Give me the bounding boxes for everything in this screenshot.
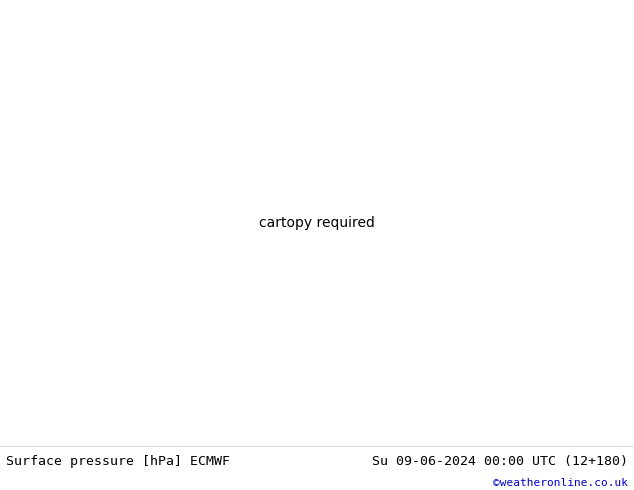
Text: Su 09-06-2024 00:00 UTC (12+180): Su 09-06-2024 00:00 UTC (12+180)	[372, 455, 628, 468]
Text: Surface pressure [hPa] ECMWF: Surface pressure [hPa] ECMWF	[6, 455, 230, 468]
Text: ©weatheronline.co.uk: ©weatheronline.co.uk	[493, 478, 628, 489]
Text: cartopy required: cartopy required	[259, 216, 375, 230]
